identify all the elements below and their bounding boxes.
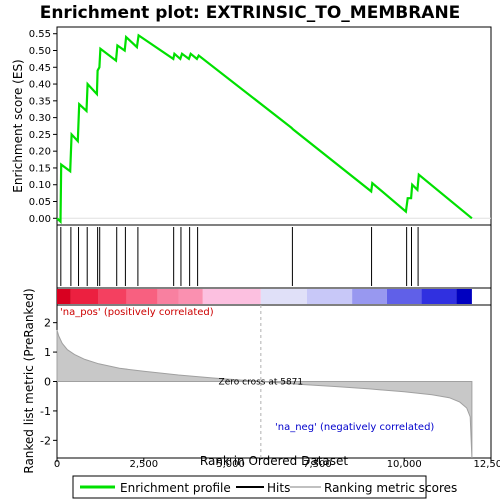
hits-frame [56,224,492,289]
metric-y-tick-label: 0 [44,376,51,389]
positive-correlation-label: 'na_pos' (positively correlated) [60,307,214,318]
es-y-axis: 0.00 0.05 0.10 0.15 0.20 0.25 0.30 0.35 0.40 0.45… [29,29,57,225]
es-y-tick-label: 0.55 [29,29,51,40]
legend: Enrichment profile Hits Ranking metric s… [72,475,457,499]
color-bar-segment [157,289,179,304]
es-y-tick-label: 0.20 [29,147,51,158]
enrichment-profile-line [56,33,473,225]
metric-y-tick-label: 1 [44,346,51,359]
es-y-tick-label: 0.30 [29,113,51,124]
color-bar-segment [260,289,307,304]
es-y-axis-label: Enrichment score (ES) [11,59,25,192]
ranked-metric-panel: 2 1 0 -1 -2 0 2,500 5,000 7,500 10,000 12,500 Zer… [22,288,500,473]
x-axis-label: Rank in Ordered Dataset [200,454,348,468]
es-y-tick-label: 0.40 [29,80,51,91]
ranking-metric-path [56,329,473,459]
x-tick-label: 0 [54,459,60,470]
es-y-tick-label: 0.35 [29,96,51,107]
x-tick-label: 2,500 [129,459,158,470]
rank-color-bar [56,287,492,306]
color-bar-segment [202,289,261,304]
es-y-tick-label: 0.45 [29,63,51,74]
chart-title: Enrichment plot: EXTRINSIC_TO_MEMBRANE [40,3,461,23]
x-tick-label: 12,500 [474,459,500,470]
metric-y-tick-label: -2 [40,434,51,447]
es-y-tick-label: 0.15 [29,163,51,174]
enrichment-score-panel: 0.00 0.05 0.10 0.15 0.20 0.25 0.30 0.35 0.40 0.45… [11,26,492,226]
x-tick-label: 10,000 [387,459,422,470]
legend-ranking-label: Ranking metric scores [324,481,457,495]
color-bar-segment [57,289,71,304]
metric-y-axis: 2 1 0 -1 -2 [40,317,57,447]
legend-hits-label: Hits [267,481,290,495]
color-bar-segment [70,289,99,304]
x-tick-label: 5,000 [216,459,245,470]
color-bar-segment [352,289,387,304]
ranking-metric-area [56,329,473,459]
color-bar-segment [306,289,353,304]
x-axis: 0 2,500 5,000 7,500 10,000 12,500 [54,458,500,470]
enrichment-profile-path [56,33,473,225]
metric-y-tick-label: -1 [40,405,51,418]
hits-panel [56,224,492,289]
x-tick-label: 7,500 [303,459,332,470]
color-bar-segment [386,289,422,304]
negative-correlation-label: 'na_neg' (negatively correlated) [275,422,434,433]
color-bar-segment [421,289,457,304]
color-bar-segment [98,289,127,304]
metric-y-axis-label: Ranked list metric (PreRanked) [22,288,36,473]
metric-y-tick-label: 2 [44,317,51,330]
color-bar-segment [126,289,158,304]
hit-ticks [60,227,419,286]
es-y-tick-label: 0.05 [29,197,51,208]
es-plot-frame [56,26,492,226]
es-y-tick-label: 0.10 [29,180,51,191]
es-y-tick-label: 0.00 [29,214,51,225]
legend-enrichment-label: Enrichment profile [120,481,231,495]
color-bar-segment [178,289,203,304]
color-bar-segment [456,289,472,304]
es-y-tick-label: 0.50 [29,46,51,57]
zero-cross-label: Zero cross at 5871 [219,378,304,388]
es-y-tick-label: 0.25 [29,130,51,141]
